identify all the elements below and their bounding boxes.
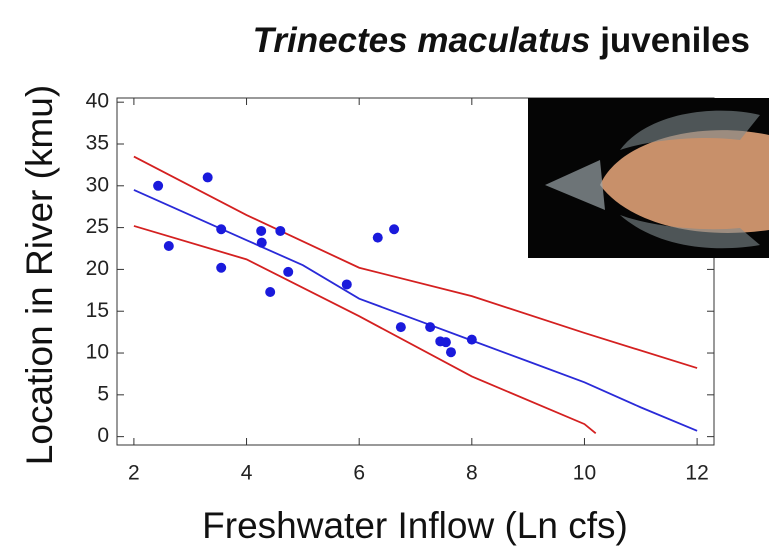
fit-line (133, 155, 698, 369)
data-point (372, 232, 383, 243)
title-italic: Trinectes maculatus (253, 21, 591, 60)
data-point (389, 224, 400, 235)
y-tick-label: 0 (97, 424, 109, 447)
x-tick-label: 10 (573, 462, 596, 485)
data-point (265, 286, 276, 297)
y-tick-label: 15 (86, 299, 109, 322)
y-axis-label: Location in River (kmu) (19, 85, 60, 465)
x-tick-label: 8 (466, 462, 478, 485)
data-point (275, 225, 286, 236)
data-point (445, 347, 456, 358)
x-axis-label: Freshwater Inflow (Ln cfs) (202, 505, 628, 546)
data-point (341, 279, 352, 290)
data-point (440, 337, 451, 348)
fit-line (133, 189, 698, 432)
data-point (425, 322, 436, 333)
fit-line (133, 225, 597, 434)
data-point (153, 180, 164, 191)
chart-title: Trinectes maculatus juveniles (253, 21, 750, 60)
plot-frame (116, 97, 715, 446)
fish-inset (528, 98, 769, 258)
data-point (163, 240, 174, 251)
fish-fin-bottom (620, 215, 760, 249)
y-tick-label: 30 (86, 173, 109, 196)
y-tick-label: 20 (86, 257, 109, 280)
data-point (466, 334, 477, 345)
data-point (256, 225, 267, 236)
fish-tail (545, 160, 605, 210)
y-tick-label: 35 (86, 132, 109, 155)
x-tick-label: 12 (685, 462, 708, 485)
fish-body (600, 130, 769, 233)
data-point (256, 237, 267, 248)
y-tick-label: 10 (86, 341, 109, 364)
x-tick-label: 2 (128, 462, 140, 485)
y-tick-label: 40 (86, 90, 109, 113)
data-point (216, 224, 227, 235)
data-point (202, 172, 213, 183)
x-tick-label: 4 (241, 462, 253, 485)
fish-fin-top (620, 110, 760, 150)
data-point (216, 262, 227, 273)
data-point (395, 322, 406, 333)
data-point (283, 266, 294, 277)
y-tick-label: 25 (86, 215, 109, 238)
x-tick-label: 6 (353, 462, 365, 485)
title-rest: juveniles (599, 21, 750, 60)
y-tick-label: 5 (97, 382, 109, 405)
